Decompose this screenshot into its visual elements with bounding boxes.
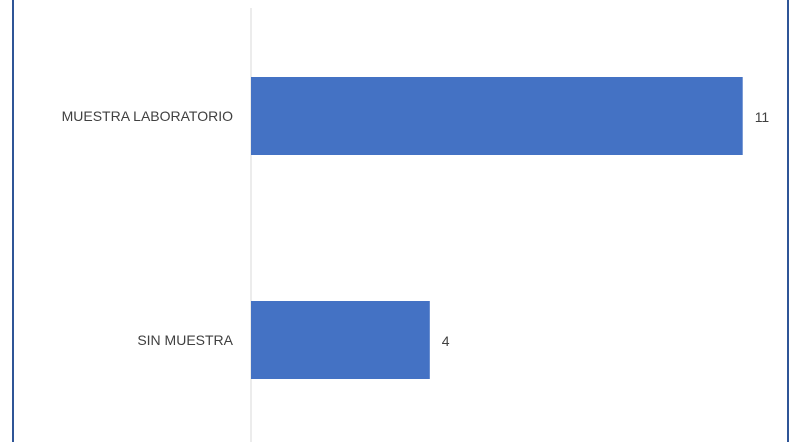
frame-right-border <box>787 0 789 442</box>
category-1: SIN MUESTRA 4 <box>137 301 450 379</box>
category-label: SIN MUESTRA <box>137 332 233 348</box>
bar-muestra-laboratorio <box>251 77 743 155</box>
category-0: MUESTRA LABORATORIO 11 <box>62 77 770 155</box>
bar-sin-muestra <box>251 301 430 379</box>
data-label: 4 <box>442 333 450 349</box>
data-label: 11 <box>755 109 770 125</box>
frame-left-border <box>12 0 14 442</box>
category-label: MUESTRA LABORATORIO <box>62 108 234 124</box>
